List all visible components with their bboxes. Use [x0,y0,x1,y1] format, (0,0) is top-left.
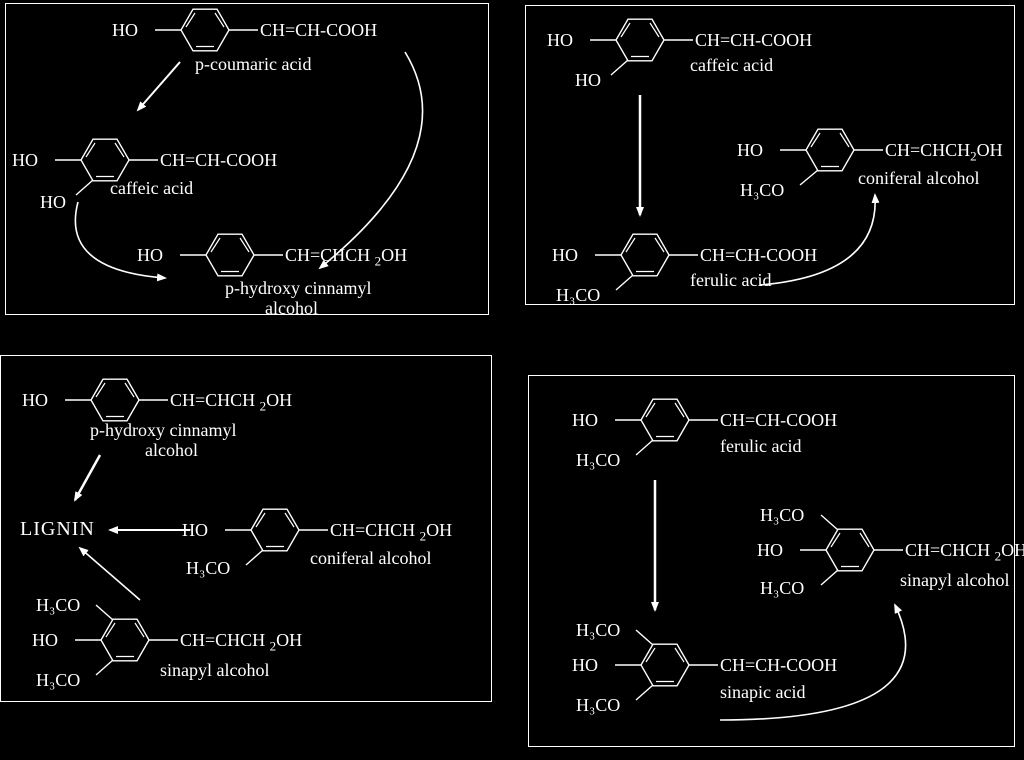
formula-h3co: H₃CO [576,450,620,471]
formula-ho: HO [737,140,763,161]
label-ferulic-acid: ferulic acid [720,436,801,457]
formula-h3co: H₃CO [186,558,230,579]
label-p-hydroxy-cinnamyl: p-hydroxy cinnamyl [90,420,236,441]
label-caffeic-acid: caffeic acid [690,55,773,76]
formula-ho2: HO [575,70,601,91]
formula-ho: HO [547,30,573,51]
formula-ho: HO [182,520,208,541]
formula-right: CH=CHCH 2OH [285,245,407,270]
label-p-hydroxy-cinnamyl-2: alcohol [145,440,198,461]
label-sinapic-acid: sinapic acid [720,682,805,703]
formula-right: CH=CH-COOH [700,245,817,266]
formula-h3co-bot: H₃CO [576,695,620,716]
formula-ho: HO [112,20,138,41]
label-p-coumaric-acid: p-coumaric acid [195,54,311,75]
formula-right: CH=CHCH2OH [885,140,1003,165]
formula-right: CH=CHCH 2OH [170,390,292,415]
formula-ho: HO [137,245,163,266]
formula-ho: HO [757,540,783,561]
formula-h3co-top: H₃CO [760,505,804,526]
formula-ho: HO [12,150,38,171]
formula-ho: HO [572,655,598,676]
label-caffeic-acid: caffeic acid [110,178,193,199]
label-sinapyl-alcohol: sinapyl alcohol [160,660,269,681]
formula-h3co-top: H₃CO [576,620,620,641]
formula-h3co-top: H₃CO [36,595,80,616]
formula-ho2: HO [40,192,66,213]
label-p-hydroxy-cinnamyl: p-hydroxy cinnamyl [225,278,371,299]
formula-ho: HO [572,410,598,431]
label-ferulic-acid: ferulic acid [690,270,771,291]
formula-h3co-bot: H₃CO [760,578,804,599]
label-coniferal-alcohol: coniferal alcohol [310,548,431,569]
formula-right: CH=CHCH 2OH [180,630,302,655]
formula-right: CH=CH-COOH [260,20,377,41]
formula-h3co: H₃CO [740,180,784,201]
formula-right: CH=CH-COOH [695,30,812,51]
label-sinapyl-alcohol: sinapyl alcohol [900,570,1009,591]
label-coniferal-alcohol: coniferal alcohol [858,168,979,189]
formula-ho: HO [22,390,48,411]
label-lignin: LIGNIN [20,518,95,541]
formula-right: CH=CH-COOH [720,655,837,676]
formula-ho: HO [32,630,58,651]
formula-right: CH=CHCH 2OH [330,520,452,545]
formula-ho: HO [552,245,578,266]
formula-right: CH=CH-COOH [720,410,837,431]
label-p-hydroxy-cinnamyl-2: alcohol [265,298,318,319]
formula-right: CH=CH-COOH [160,150,277,171]
formula-h3co-bot: H₃CO [36,670,80,691]
formula-h3co: H₃CO [556,285,600,306]
formula-right: CH=CHCH 2OH [905,540,1024,565]
